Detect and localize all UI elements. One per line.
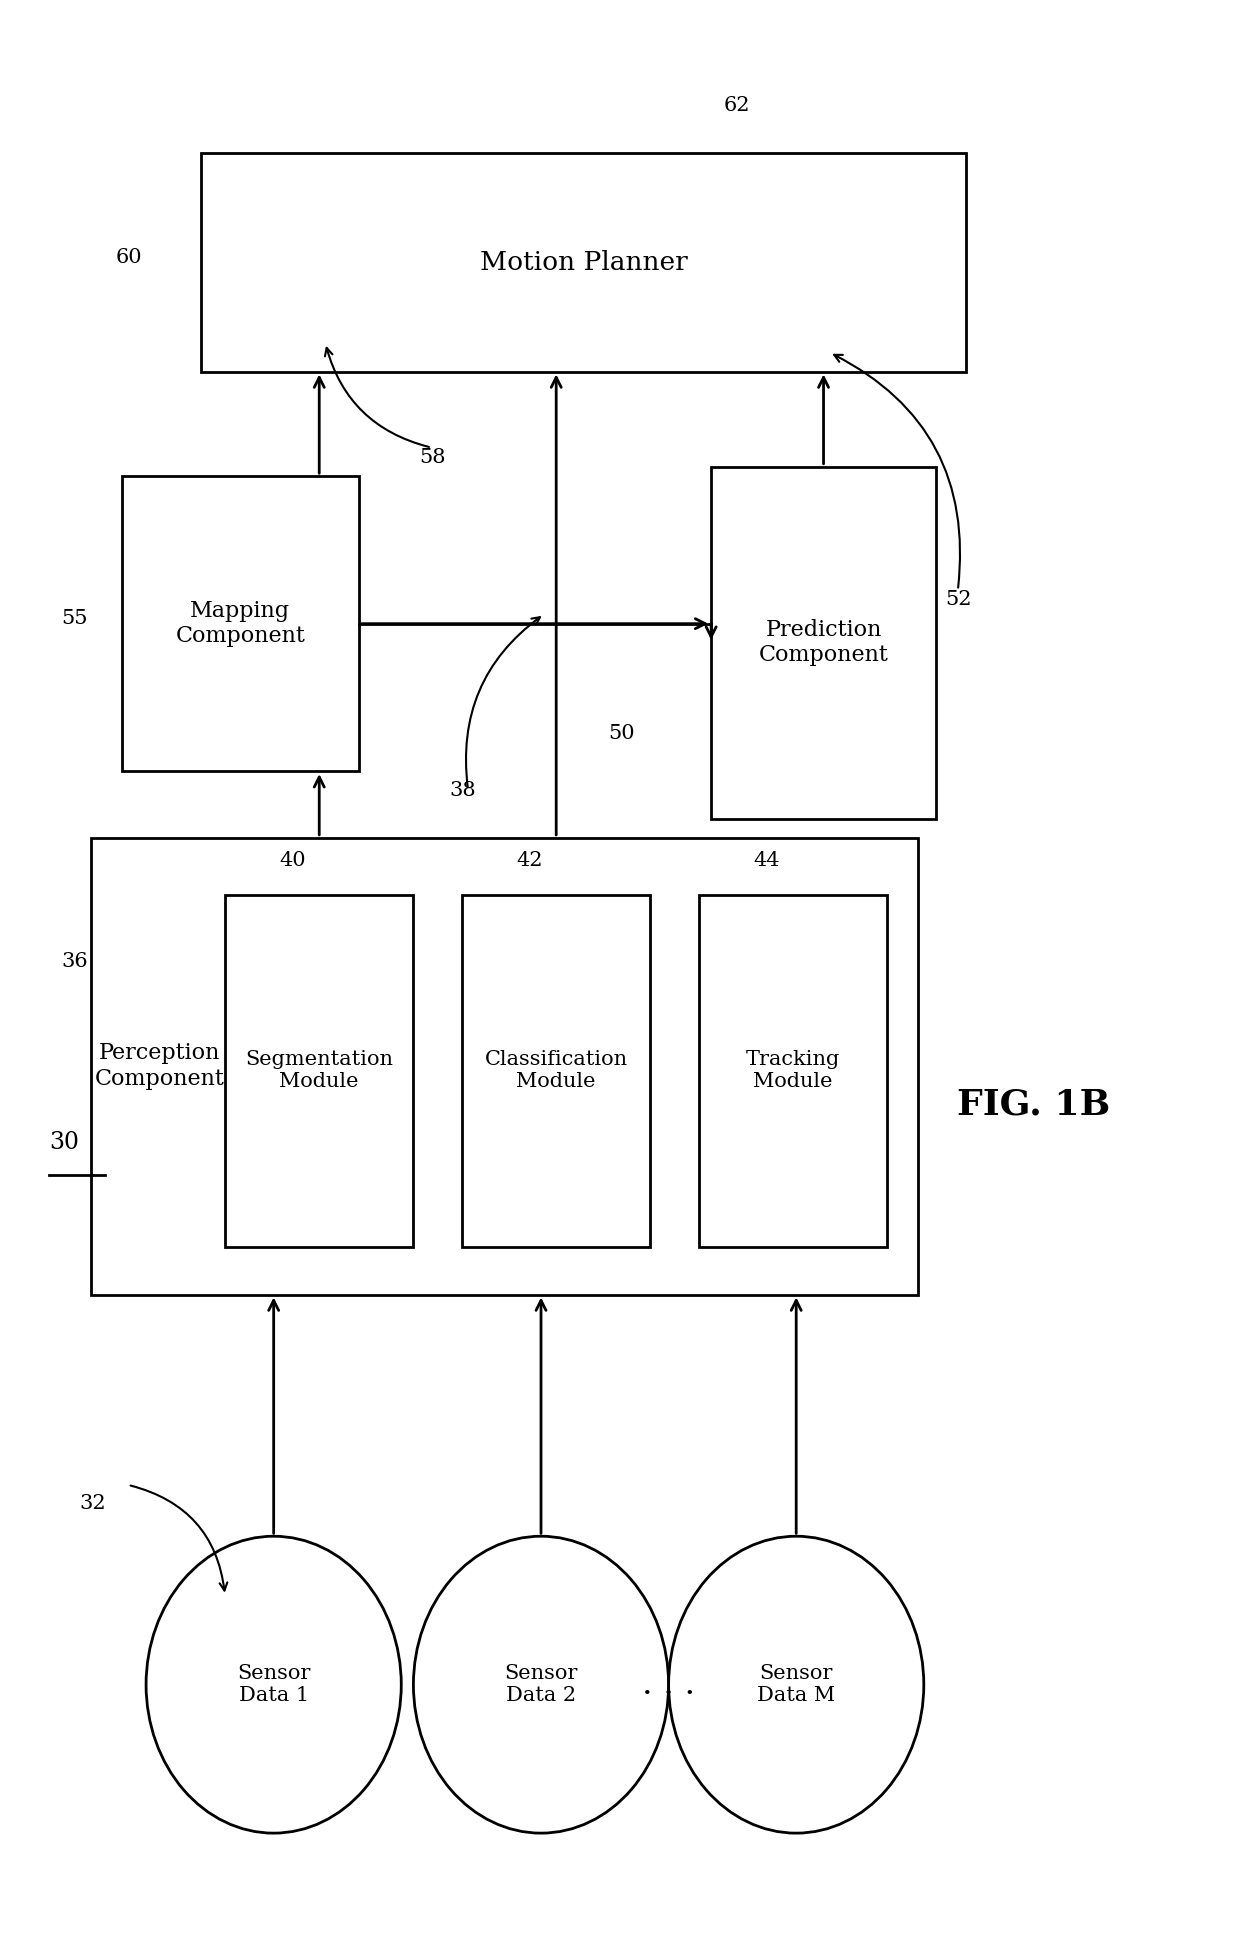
Text: Sensor
Data 2: Sensor Data 2 [505,1664,578,1705]
Text: 32: 32 [79,1495,105,1513]
Text: 36: 36 [61,952,88,971]
Text: 60: 60 [115,249,143,266]
Text: 62: 62 [723,95,750,115]
Text: Mapping
Component: Mapping Component [175,600,305,647]
Text: 42: 42 [517,851,543,870]
Ellipse shape [413,1536,668,1833]
Text: 50: 50 [608,724,635,742]
Text: 30: 30 [48,1130,79,1154]
Text: Sensor
Data M: Sensor Data M [758,1664,836,1705]
Text: Segmentation
Module: Segmentation Module [246,1051,393,1091]
Text: Classification
Module: Classification Module [485,1051,627,1091]
Bar [699,895,888,1247]
Bar [711,466,936,820]
Text: Prediction
Component: Prediction Component [759,619,889,666]
Text: Motion Planner: Motion Planner [480,251,687,274]
Bar [463,895,650,1247]
Bar [201,153,966,371]
Bar [224,895,413,1247]
Text: 38: 38 [450,781,476,800]
Bar [92,837,918,1295]
Text: FIG. 1B: FIG. 1B [956,1088,1110,1121]
Text: 40: 40 [280,851,306,870]
Text: Perception
Component: Perception Component [94,1043,224,1089]
Text: 52: 52 [946,590,972,610]
Text: 55: 55 [61,610,88,629]
Ellipse shape [668,1536,924,1833]
Text: Sensor
Data 1: Sensor Data 1 [237,1664,310,1705]
Text: . . .: . . . [642,1668,696,1701]
Text: 58: 58 [419,449,446,466]
Text: 44: 44 [754,851,780,870]
Bar [122,476,358,771]
Ellipse shape [146,1536,402,1833]
Text: Tracking
Module: Tracking Module [746,1051,841,1091]
